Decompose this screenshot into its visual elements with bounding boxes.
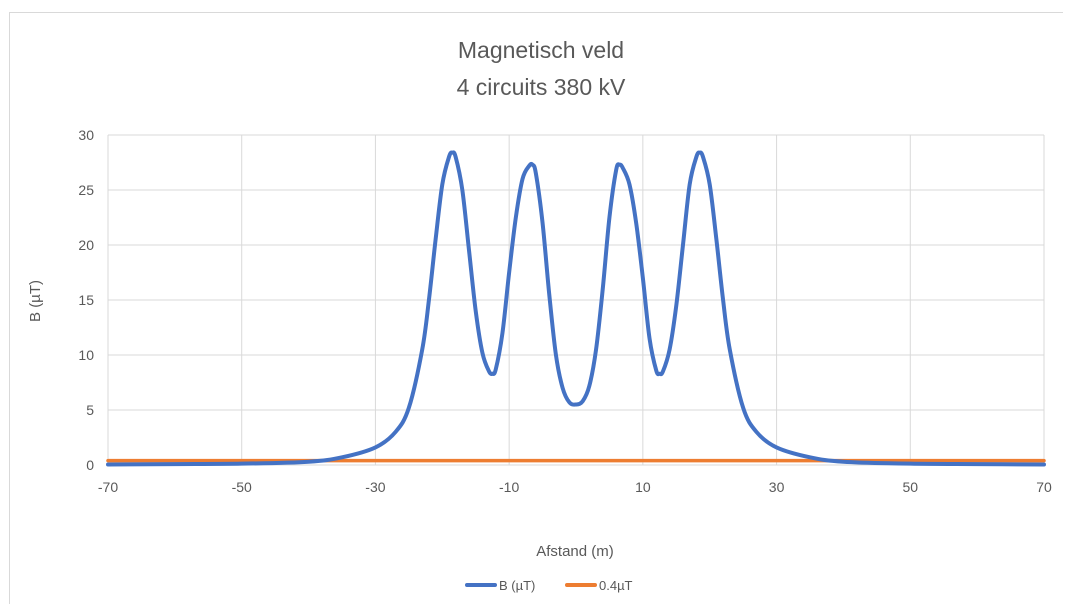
y-axis-title: B (µT) — [27, 280, 44, 322]
x-tick-label: 30 — [769, 479, 785, 495]
y-tick-labels: 0 5 10 15 20 25 30 — [78, 127, 94, 473]
x-tick-label: -10 — [499, 479, 519, 495]
x-tick-label: -30 — [365, 479, 385, 495]
y-tick-label: 25 — [78, 182, 94, 198]
y-tick-label: 10 — [78, 347, 94, 363]
x-tick-label: -70 — [98, 479, 118, 495]
x-axis-title: Afstand (m) — [536, 543, 614, 560]
y-tick-label: 5 — [86, 402, 94, 418]
series-line-0 — [106, 150, 1046, 467]
x-tick-label: -50 — [232, 479, 252, 495]
x-tick-label: 50 — [902, 479, 918, 495]
chart-subtitle: 4 circuits 380 kV — [457, 74, 626, 100]
y-tick-label: 30 — [78, 127, 94, 143]
chart-title: Magnetisch veld — [458, 37, 624, 63]
grid — [107, 134, 1045, 466]
legend: B (µT) 0.4µT — [465, 578, 633, 593]
y-tick-label: 0 — [86, 457, 94, 473]
x-tick-label: 10 — [635, 479, 651, 495]
series-group — [106, 150, 1046, 467]
x-tick-label: 70 — [1036, 479, 1052, 495]
y-tick-label: 20 — [78, 237, 94, 253]
y-tick-label: 15 — [78, 292, 94, 308]
legend-label-0: B (µT) — [499, 578, 535, 593]
chart-frame — [9, 12, 1063, 604]
x-tick-labels: -70 -50 -30 -10 10 30 50 70 — [98, 479, 1052, 495]
legend-label-1: 0.4µT — [599, 578, 633, 593]
